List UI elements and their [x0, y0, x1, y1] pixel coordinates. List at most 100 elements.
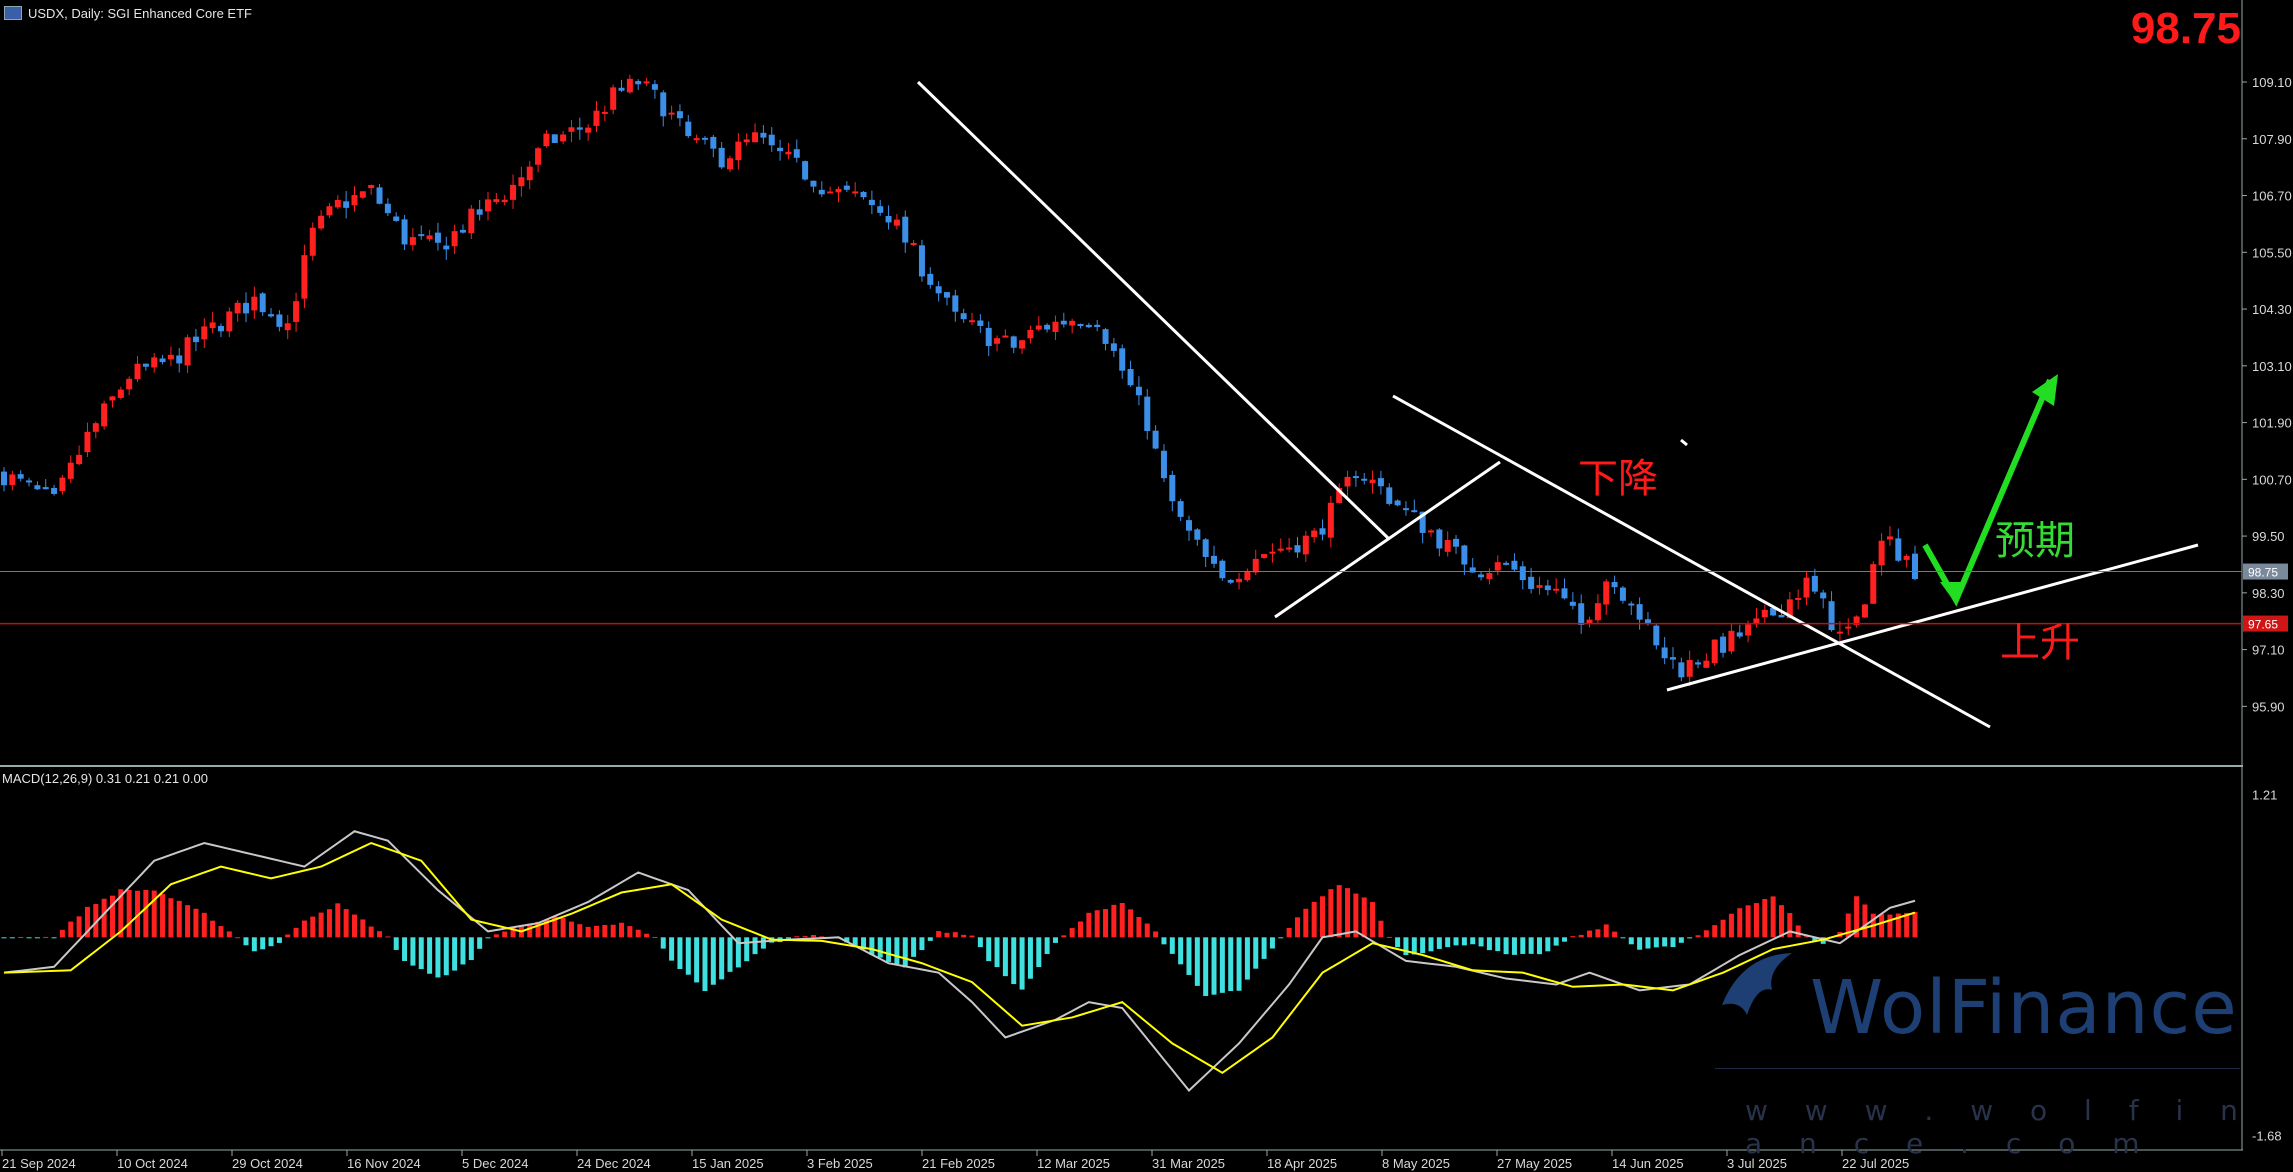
time-tick-label: 27 May 2025	[1497, 1156, 1572, 1171]
candle-body	[1686, 659, 1693, 677]
candle-body	[835, 188, 842, 193]
macd-histogram-bar	[1094, 910, 1100, 938]
arrow-head-up	[2032, 374, 2058, 406]
macd-histogram-bar	[1069, 928, 1075, 938]
up-label: 上升	[2000, 620, 2080, 666]
macd-histogram-bar	[1228, 937, 1234, 992]
candle-body	[92, 423, 99, 432]
candle-body	[710, 136, 717, 149]
candle-body	[601, 111, 608, 114]
macd-histogram-bar	[468, 937, 474, 961]
candle-body	[1252, 558, 1259, 573]
candle-body	[1185, 520, 1192, 531]
price-tick-label: 109.10	[2252, 75, 2292, 90]
price-tick-label: 103.10	[2252, 359, 2292, 374]
candle-body	[1453, 538, 1460, 547]
candle-body	[134, 363, 141, 380]
candle-body	[1586, 619, 1593, 624]
price-tick-label: 99.50	[2252, 529, 2285, 544]
uptrend-support-line	[1666, 543, 2199, 692]
candle-body	[434, 232, 441, 243]
macd-histogram-bar	[435, 937, 441, 978]
price-tick-label: 98.30	[2252, 586, 2285, 601]
macd-histogram-bar	[1595, 929, 1601, 938]
candle-body	[34, 485, 41, 490]
candle-body	[334, 200, 341, 208]
macd-histogram-bar	[84, 906, 90, 938]
macd-histogram-bar	[1194, 937, 1200, 986]
candle-body	[518, 177, 525, 187]
macd-histogram-bar	[952, 932, 958, 938]
macd-histogram-bar	[402, 937, 408, 961]
candle-body	[610, 87, 617, 110]
macd-histogram-bar	[460, 937, 466, 965]
candle-body	[26, 480, 33, 483]
current-price-display: 98.75	[2130, 4, 2241, 53]
candle-body	[935, 286, 942, 294]
macd-histogram-bar	[593, 925, 599, 938]
candle-body	[768, 134, 775, 146]
macd-histogram-bar	[1128, 909, 1134, 938]
candle-body	[827, 191, 834, 194]
candle-body	[485, 199, 492, 212]
macd-histogram-bar	[819, 936, 825, 938]
candle-body	[977, 320, 984, 326]
macd-histogram-bar	[1478, 937, 1484, 947]
macd-histogram-bar	[1161, 937, 1167, 945]
symbol-label: USDX, Daily: SGI Enhanced Core ETF	[28, 6, 252, 21]
candle-body	[885, 216, 892, 223]
candle-body	[1227, 580, 1234, 583]
macd-histogram-bar	[185, 905, 191, 938]
candle-body	[1094, 324, 1101, 328]
candle-body	[1085, 324, 1092, 328]
candle-body	[1519, 566, 1526, 581]
macd-histogram-bar	[1061, 935, 1067, 938]
macd-histogram-bar	[1887, 914, 1893, 938]
candle-body	[777, 147, 784, 152]
macd-histogram-bar	[961, 934, 967, 938]
macd-histogram-bar	[1203, 937, 1209, 997]
candle-body	[1736, 632, 1743, 637]
candle-body	[1494, 562, 1501, 571]
candle-body	[142, 363, 149, 367]
down-label: 下降	[1578, 456, 1658, 502]
macd-histogram-bar	[452, 937, 458, 971]
candle-body	[1344, 476, 1351, 487]
macd-histogram-bar	[627, 926, 633, 938]
candle-body	[234, 302, 241, 314]
macd-histogram-bar	[1787, 913, 1793, 938]
candle-body	[318, 215, 325, 229]
macd-histogram-bar	[135, 890, 141, 938]
time-tick-label: 5 Dec 2024	[462, 1156, 529, 1171]
candle-body	[1811, 575, 1818, 592]
macd-histogram-bar	[68, 921, 74, 938]
macd-histogram-bar	[1545, 937, 1551, 952]
macd-histogram-bar	[1386, 936, 1392, 938]
time-tick-label: 10 Oct 2024	[117, 1156, 188, 1171]
macd-histogram-bar	[151, 890, 157, 938]
macd-histogram-bar	[1520, 937, 1526, 954]
macd-histogram-bar	[568, 921, 574, 938]
candle-body	[576, 127, 583, 130]
candle-body	[1561, 588, 1568, 599]
candle-body	[1427, 530, 1434, 533]
candle-body	[868, 199, 875, 206]
macd-histogram-bar	[193, 908, 199, 938]
candle-body	[351, 195, 358, 206]
candle-body	[167, 354, 174, 360]
macd-histogram-bar	[735, 937, 741, 968]
candle-body	[593, 110, 600, 126]
candle-body	[309, 227, 316, 256]
downtrend-line-1	[916, 80, 1390, 540]
macd-histogram-bar	[1620, 937, 1626, 939]
candle-body	[1419, 511, 1426, 533]
macd-histogram-bar	[1528, 937, 1534, 954]
time-tick-label: 16 Nov 2024	[347, 1156, 421, 1171]
candle-body	[1027, 329, 1034, 339]
macd-indicator-label[interactable]: MACD(12,26,9) 0.31 0.21 0.21 0.00	[2, 771, 208, 786]
candle-body	[1319, 528, 1326, 535]
macd-histogram-bar	[927, 937, 933, 941]
macd-histogram-bar	[1562, 937, 1568, 942]
candle-body	[1511, 560, 1518, 570]
